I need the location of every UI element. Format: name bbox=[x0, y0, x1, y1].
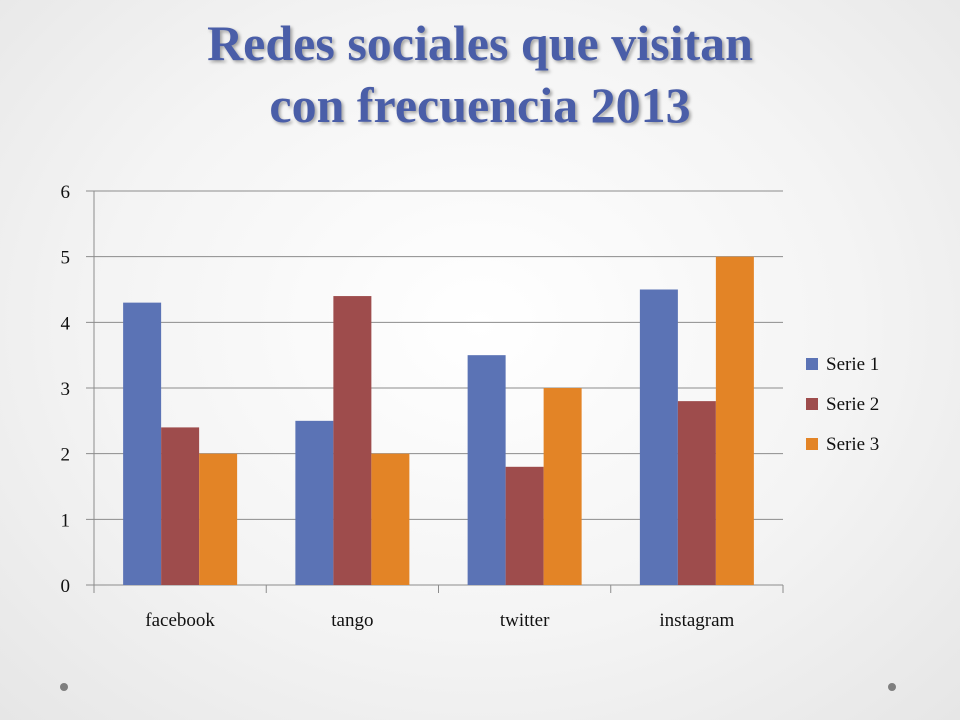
bar-facebook-series-3 bbox=[199, 453, 238, 585]
bar-tango-series-1 bbox=[295, 420, 334, 585]
y-tick-label: 3 bbox=[61, 379, 71, 400]
x-tick-label: instagram bbox=[659, 610, 734, 631]
y-tick-label: 0 bbox=[61, 576, 71, 597]
y-tick-label: 5 bbox=[61, 248, 71, 269]
legend-swatch-series-1 bbox=[806, 358, 818, 370]
bar-instagram-series-2 bbox=[677, 401, 716, 585]
legend-label-series-2: Serie 2 bbox=[826, 394, 879, 415]
legend-swatch-series-2 bbox=[806, 398, 818, 410]
y-tick-label: 1 bbox=[61, 510, 71, 531]
bar-instagram-series-3 bbox=[715, 256, 754, 585]
slide-title: Redes sociales que visitan con frecuenci… bbox=[40, 12, 920, 136]
y-tick-label: 6 bbox=[61, 182, 71, 203]
legend-label-series-1: Serie 1 bbox=[826, 354, 879, 375]
bar-tango-series-2 bbox=[333, 296, 372, 585]
bar-facebook-series-2 bbox=[161, 427, 200, 585]
x-tick-label: tango bbox=[331, 610, 373, 631]
bar-tango-series-3 bbox=[371, 453, 410, 585]
bar-twitter-series-1 bbox=[467, 355, 506, 585]
bar-twitter-series-2 bbox=[505, 466, 544, 585]
bar-facebook-series-1 bbox=[123, 302, 162, 585]
right-dot-ornament bbox=[888, 683, 896, 691]
x-tick-label: twitter bbox=[500, 610, 550, 631]
legend-label-series-3: Serie 3 bbox=[826, 434, 879, 455]
y-tick-label: 4 bbox=[61, 313, 71, 334]
legend-swatch-series-3 bbox=[806, 438, 818, 450]
bar-instagram-series-1 bbox=[639, 289, 678, 585]
bar-twitter-series-3 bbox=[543, 388, 582, 585]
slide-title-line-1: Redes sociales que visitan bbox=[207, 15, 753, 71]
y-tick-label: 2 bbox=[61, 445, 71, 466]
x-tick-label: facebook bbox=[145, 610, 215, 631]
slide-title-line-2: con frecuencia 2013 bbox=[269, 77, 691, 133]
left-dot-ornament bbox=[60, 683, 68, 691]
